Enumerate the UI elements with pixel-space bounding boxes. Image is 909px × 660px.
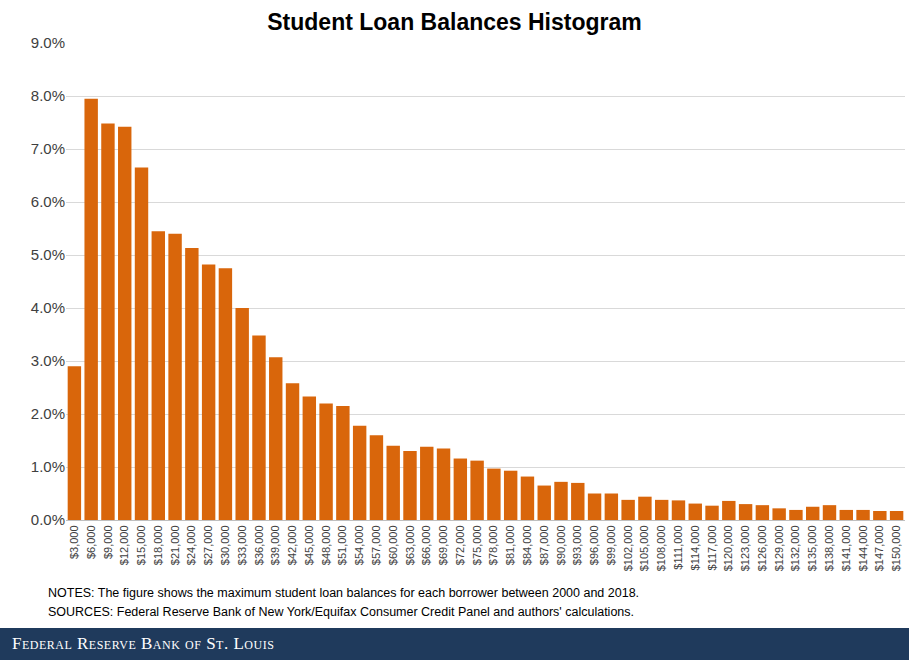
svg-text:$45,000: $45,000 xyxy=(303,525,315,565)
html-text:Federal Reserve Bank of St. Lo: Federal Reserve Bank of St. Louis xyxy=(12,634,275,653)
svg-text:$123,000: $123,000 xyxy=(739,525,751,571)
svg-text:$135,000: $135,000 xyxy=(806,525,818,571)
svg-text:4.0%: 4.0% xyxy=(31,299,65,316)
svg-text:$3,000: $3,000 xyxy=(68,525,80,559)
svg-text:6.0%: 6.0% xyxy=(31,193,65,210)
svg-text:9.0%: 9.0% xyxy=(31,34,65,51)
svg-text:Student Loan Balances Histogra: Student Loan Balances Histogram xyxy=(267,9,641,35)
svg-text:$21,000: $21,000 xyxy=(169,525,181,565)
svg-text:$60,000: $60,000 xyxy=(387,525,399,565)
svg-text:$111,000: $111,000 xyxy=(672,525,684,569)
svg-text:$30,000: $30,000 xyxy=(219,525,231,565)
svg-text:8.0%: 8.0% xyxy=(31,87,65,104)
svg-text:$51,000: $51,000 xyxy=(336,525,348,565)
svg-text:1.0%: 1.0% xyxy=(31,458,65,475)
svg-text:$75,000: $75,000 xyxy=(471,525,483,565)
svg-text:$42,000: $42,000 xyxy=(286,525,298,565)
svg-text:$54,000: $54,000 xyxy=(353,525,365,565)
svg-text:$69,000: $69,000 xyxy=(437,525,449,565)
svg-text:$87,000: $87,000 xyxy=(538,525,550,565)
svg-text:$132,000: $132,000 xyxy=(790,525,802,571)
svg-text:$15,000: $15,000 xyxy=(135,525,147,565)
svg-text:$63,000: $63,000 xyxy=(404,525,416,565)
svg-text:$117,000: $117,000 xyxy=(706,525,718,570)
svg-text:$24,000: $24,000 xyxy=(185,525,197,565)
svg-text:$27,000: $27,000 xyxy=(202,525,214,565)
svg-text:$39,000: $39,000 xyxy=(269,525,281,565)
svg-text:$129,000: $129,000 xyxy=(773,525,785,571)
svg-text:$108,000: $108,000 xyxy=(655,525,667,571)
svg-text:$9,000: $9,000 xyxy=(102,525,114,559)
svg-text:$84,000: $84,000 xyxy=(521,525,533,565)
svg-text:$120,000: $120,000 xyxy=(722,525,734,571)
svg-text:$33,000: $33,000 xyxy=(236,525,248,565)
svg-text:$78,000: $78,000 xyxy=(487,525,499,565)
svg-text:$93,000: $93,000 xyxy=(571,525,583,565)
svg-text:$150,000: $150,000 xyxy=(890,525,902,571)
svg-text:$126,000: $126,000 xyxy=(756,525,768,571)
svg-text:$102,000: $102,000 xyxy=(622,525,634,571)
svg-text:$147,000: $147,000 xyxy=(873,525,885,571)
svg-text:$105,000: $105,000 xyxy=(638,525,650,571)
svg-text:3.0%: 3.0% xyxy=(31,352,65,369)
svg-text:2.0%: 2.0% xyxy=(31,405,65,422)
svg-text:5.0%: 5.0% xyxy=(31,246,65,263)
svg-text:$18,000: $18,000 xyxy=(152,525,164,565)
html-text:NOTES: The figure shows the ma: NOTES: The figure shows the maximum stud… xyxy=(48,586,640,600)
svg-text:$81,000: $81,000 xyxy=(504,525,516,565)
svg-text:7.0%: 7.0% xyxy=(31,140,65,157)
svg-text:$66,000: $66,000 xyxy=(420,525,432,565)
svg-text:0.0%: 0.0% xyxy=(31,511,65,528)
svg-text:$138,000: $138,000 xyxy=(823,525,835,571)
svg-text:$114,000: $114,000 xyxy=(689,525,701,570)
svg-text:$72,000: $72,000 xyxy=(454,525,466,565)
svg-text:$144,000: $144,000 xyxy=(857,525,869,571)
svg-text:$57,000: $57,000 xyxy=(370,525,382,565)
svg-text:$99,000: $99,000 xyxy=(605,525,617,565)
svg-text:$48,000: $48,000 xyxy=(320,525,332,565)
svg-text:$12,000: $12,000 xyxy=(118,525,130,565)
svg-text:$90,000: $90,000 xyxy=(555,525,567,565)
svg-text:$141,000: $141,000 xyxy=(840,525,852,571)
html-text:SOURCES: Federal Reserve Bank: SOURCES: Federal Reserve Bank of New Yor… xyxy=(48,605,634,619)
svg-text:$96,000: $96,000 xyxy=(588,525,600,565)
svg-text:$36,000: $36,000 xyxy=(253,525,265,565)
svg-text:$6,000: $6,000 xyxy=(85,525,97,559)
